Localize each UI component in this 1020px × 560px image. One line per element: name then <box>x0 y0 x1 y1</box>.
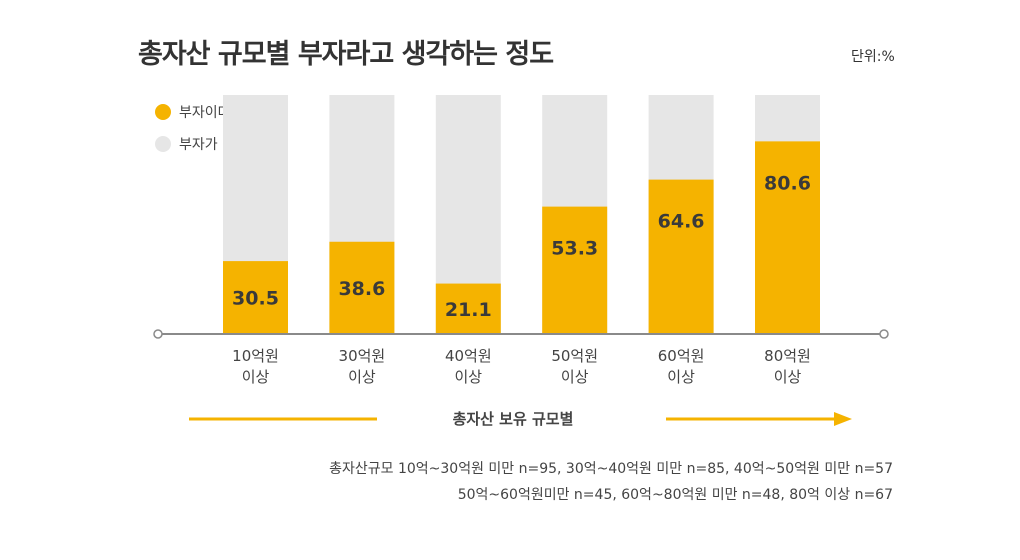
axis-end-right <box>879 329 889 339</box>
x-axis-label: 총자산 보유 규모별 <box>453 410 574 428</box>
bar-rich <box>648 179 714 334</box>
bar-rich <box>435 283 501 334</box>
chart-title: 총자산 규모별 부자라고 생각하는 정도 <box>138 39 553 70</box>
category-label: 80억원 <box>764 347 811 365</box>
bar-value-label: 30.5 <box>232 288 279 310</box>
bar-rich <box>755 141 820 334</box>
bar-value-label: 80.6 <box>764 172 811 194</box>
category-label: 이상 <box>561 368 589 386</box>
category-label: 이상 <box>242 368 270 386</box>
legend-swatch-not-rich <box>155 136 171 152</box>
bar-value-label: 53.3 <box>551 238 598 260</box>
bar-value-label: 38.6 <box>338 278 385 300</box>
axis-end-left <box>153 329 163 339</box>
bars: 30.5 38.6 21.1 53.3 64.6 80.6 <box>223 95 820 334</box>
sample-note-line-1: 총자산규모 10억~30억원 미만 n=95, 30억~40억원 미만 n=85… <box>329 461 893 477</box>
sample-note-line-2: 50억~60억원미만 n=45, 60억~80억원 미만 n=48, 80억 이… <box>458 487 893 503</box>
category-label: 50억원 <box>551 347 598 365</box>
x-axis-label-group: 총자산 보유 규모별 <box>189 410 852 428</box>
category-label: 60억원 <box>658 347 705 365</box>
legend-label-rich: 부자이다 <box>179 105 231 121</box>
unit-label: 단위:% <box>851 49 895 65</box>
category-label: 이상 <box>348 368 376 386</box>
bar-value-label: 64.6 <box>658 211 705 233</box>
bar-rich <box>223 261 288 334</box>
arrow-right-icon <box>834 412 852 426</box>
bar-rich <box>329 241 395 334</box>
category-label: 이상 <box>667 368 695 386</box>
x-axis <box>153 329 889 339</box>
category-label: 10억원 <box>232 347 279 365</box>
bar-value-label: 21.1 <box>445 299 492 321</box>
category-label: 30억원 <box>339 347 386 365</box>
bar-rich <box>542 206 608 334</box>
legend-swatch-rich <box>155 104 171 120</box>
category-label: 이상 <box>454 368 482 386</box>
category-label: 40억원 <box>445 347 492 365</box>
category-label: 이상 <box>774 368 802 386</box>
